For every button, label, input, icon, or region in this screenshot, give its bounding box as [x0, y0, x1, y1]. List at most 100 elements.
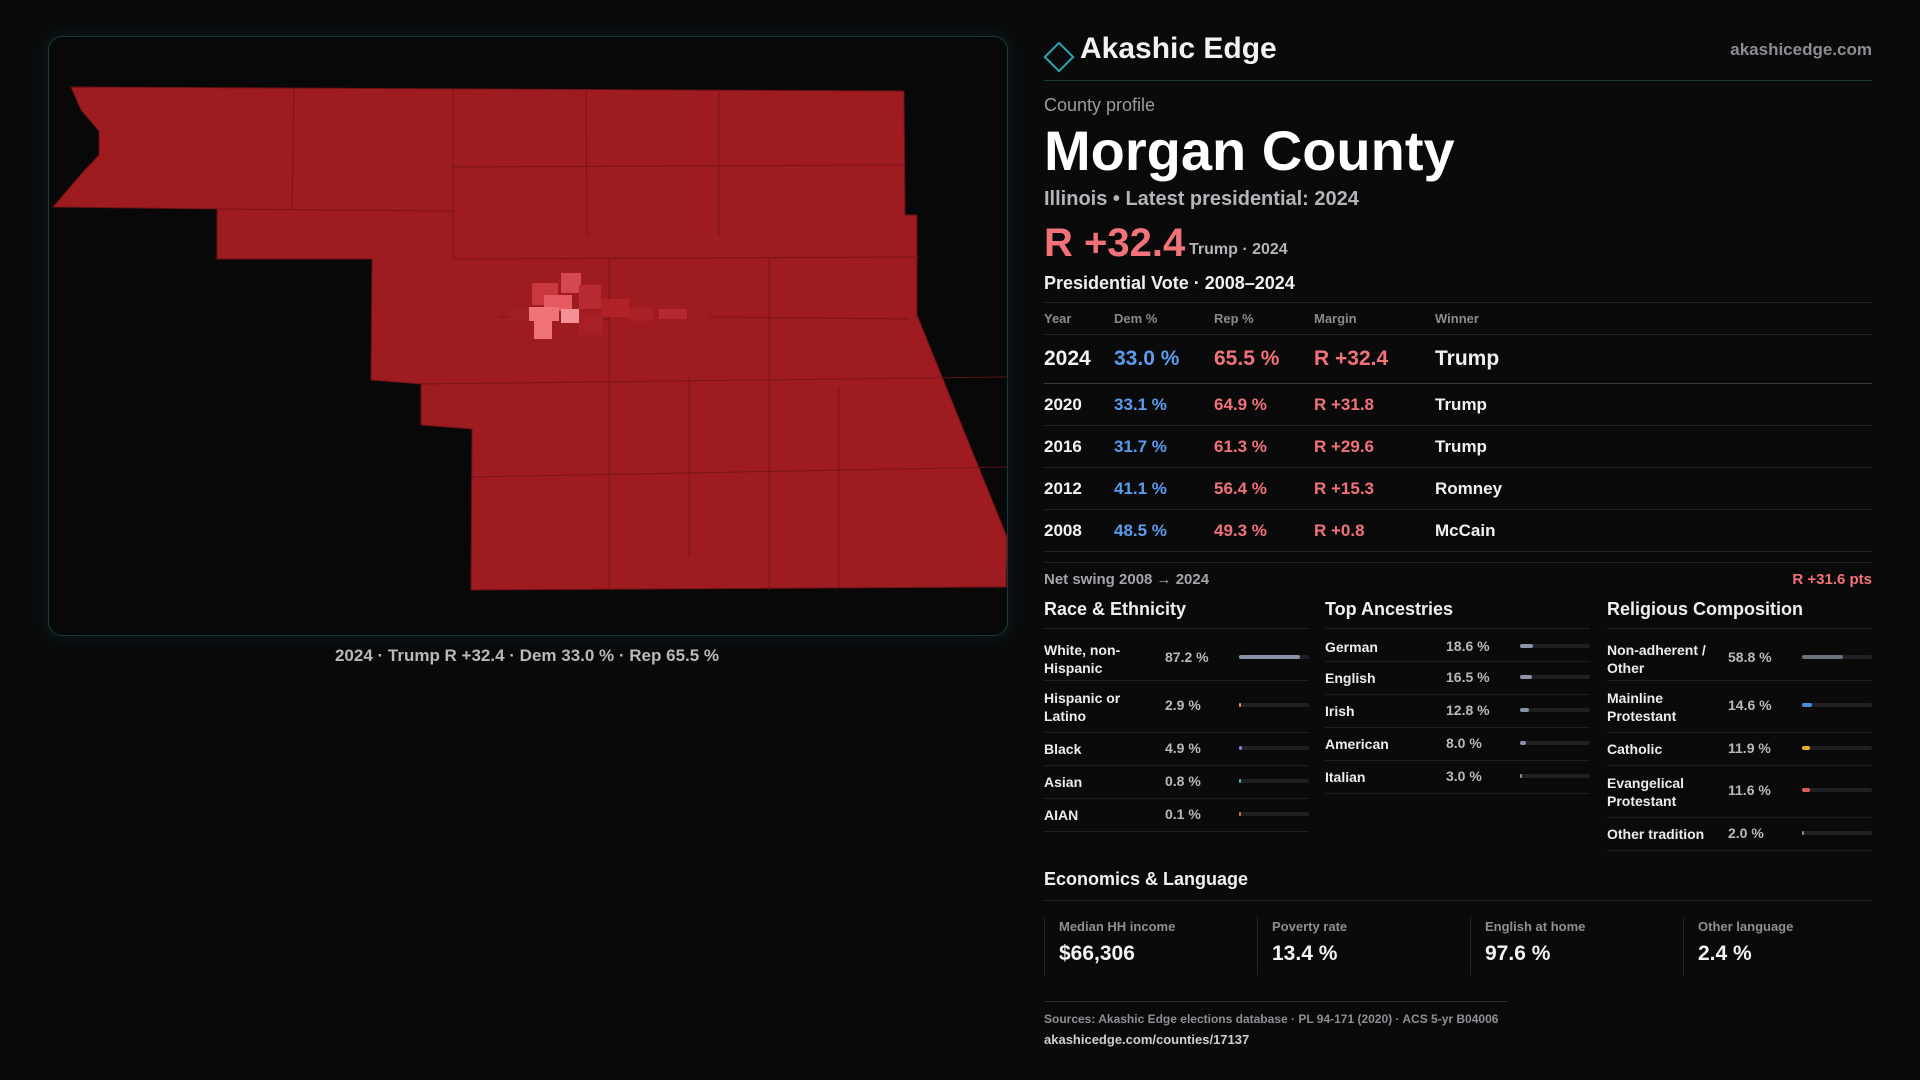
item-value: 87.2 % — [1165, 649, 1209, 665]
cell-margin: R +32.4 — [1314, 334, 1435, 384]
item-label: Other tradition — [1607, 826, 1705, 842]
bar-fill — [1239, 655, 1301, 659]
cell-margin: R +29.6 — [1314, 425, 1435, 468]
item-label: White, non-Hispanic — [1044, 642, 1121, 676]
sources-footer: Sources: Akashic Edge elections database… — [1044, 1001, 1508, 1047]
list-item: Hispanic or Latino 2.9 % — [1044, 681, 1309, 733]
economics-section: Economics & Language Median HH income $6… — [1044, 869, 1872, 987]
item-label: AIAN — [1044, 807, 1079, 823]
cell-year: 2016 — [1044, 425, 1114, 468]
cell-winner: Trump — [1435, 383, 1872, 426]
cell-dem: 33.1 % — [1114, 383, 1214, 426]
county-shape[interactable] — [51, 86, 1007, 591]
cell-year: 2020 — [1044, 383, 1114, 426]
stat-label: Poverty rate — [1272, 919, 1348, 934]
cell-year: 2024 — [1044, 334, 1114, 384]
list-item: Evangelical Protestant 11.6 % — [1607, 766, 1872, 818]
list-item: Black 4.9 % — [1044, 733, 1309, 766]
item-value: 58.8 % — [1728, 649, 1772, 665]
jacksonville-precincts[interactable] — [509, 273, 687, 339]
demographics-columns: Race & Ethnicity White, non-Hispanic 87.… — [1044, 599, 1872, 869]
stat-value: $66,306 — [1059, 942, 1135, 965]
diamond-logo-icon — [1043, 41, 1075, 73]
bar-track — [1239, 655, 1309, 659]
bar-fill — [1802, 655, 1844, 659]
profile-kicker: County profile — [1044, 95, 1156, 115]
item-label: English — [1325, 670, 1376, 686]
bar-track — [1520, 675, 1590, 679]
net-swing-value: R +31.6 pts — [1792, 571, 1872, 588]
bar-track — [1520, 774, 1590, 778]
item-label: Mainline Protestant — [1607, 690, 1677, 724]
county-map[interactable] — [49, 37, 1007, 635]
ancestry-section: Top Ancestries German 18.6 % English 16.… — [1325, 599, 1590, 794]
item-value: 18.6 % — [1446, 638, 1490, 654]
county-page-link[interactable]: akashicedge.com/counties/17137 — [1044, 1032, 1250, 1047]
map-caption: 2024 · Trump R +32.4 · Dem 33.0 % · Rep … — [334, 646, 720, 665]
religion-section-title: Religious Composition — [1607, 599, 1872, 629]
table-row[interactable]: 2012 41.1 % 56.4 % R +15.3 Romney — [1044, 467, 1872, 510]
net-swing-row: Net swing 2008 → 2024 R +31.6 pts — [1044, 562, 1872, 593]
list-item: Irish 12.8 % — [1325, 695, 1590, 728]
header-year: Year — [1044, 303, 1114, 335]
list-item: Mainline Protestant 14.6 % — [1607, 681, 1872, 733]
item-value: 8.0 % — [1446, 735, 1482, 751]
stat-label: English at home — [1485, 919, 1586, 934]
item-value: 0.8 % — [1165, 773, 1201, 789]
item-label: American — [1325, 736, 1389, 752]
item-label: Evangelical Protestant — [1607, 775, 1685, 809]
religion-section: Religious Composition Non-adherent / Oth… — [1607, 599, 1872, 851]
item-value: 11.6 % — [1728, 782, 1771, 798]
item-label: Hispanic or Latino — [1044, 690, 1121, 724]
item-label: German — [1325, 639, 1378, 655]
headline-margin: R +32.4 — [1044, 221, 1186, 265]
bar-fill — [1802, 703, 1813, 707]
bar-track — [1802, 703, 1872, 707]
bar-track — [1239, 812, 1309, 816]
brand-url-link[interactable]: akashicedge.com — [1730, 40, 1872, 59]
list-item: American 8.0 % — [1325, 728, 1590, 761]
list-item: Italian 3.0 % — [1325, 761, 1590, 794]
bar-fill — [1239, 779, 1241, 783]
cell-margin: R +31.8 — [1314, 383, 1435, 426]
cell-year: 2008 — [1044, 509, 1114, 552]
list-item: White, non-Hispanic 87.2 % — [1044, 629, 1309, 681]
cell-dem: 41.1 % — [1114, 467, 1214, 510]
stat-value: 2.4 % — [1698, 942, 1752, 965]
list-item: English 16.5 % — [1325, 662, 1590, 695]
header-dem: Dem % — [1114, 303, 1214, 335]
table-row[interactable]: 2024 33.0 % 65.5 % R +32.4 Trump — [1044, 334, 1872, 384]
list-item: AIAN 0.1 % — [1044, 799, 1309, 832]
table-row[interactable]: 2016 31.7 % 61.3 % R +29.6 Trump — [1044, 425, 1872, 468]
item-label: Irish — [1325, 703, 1355, 719]
bar-track — [1520, 708, 1590, 712]
stat-median-income: Median HH income $66,306 — [1044, 917, 1249, 975]
bar-fill — [1520, 741, 1526, 745]
stat-label: Median HH income — [1059, 919, 1176, 934]
cell-winner: Trump — [1435, 425, 1872, 468]
list-item: German 18.6 % — [1325, 629, 1590, 662]
economics-section-title: Economics & Language — [1044, 869, 1872, 901]
bar-fill — [1520, 708, 1529, 712]
list-item: Asian 0.8 % — [1044, 766, 1309, 799]
cell-rep: 61.3 % — [1214, 425, 1314, 468]
item-value: 2.0 % — [1728, 825, 1764, 841]
bar-fill — [1520, 774, 1523, 778]
table-row[interactable]: 2020 33.1 % 64.9 % R +31.8 Trump — [1044, 383, 1872, 426]
stat-value: 97.6 % — [1485, 942, 1551, 965]
cell-year: 2012 — [1044, 467, 1114, 510]
table-row[interactable]: 2008 48.5 % 49.3 % R +0.8 McCain — [1044, 509, 1872, 552]
cell-margin: R +0.8 — [1314, 509, 1435, 552]
cell-rep: 49.3 % — [1214, 509, 1314, 552]
item-value: 3.0 % — [1446, 768, 1482, 784]
county-map-panel[interactable] — [48, 36, 1008, 636]
brand-name[interactable]: Akashic Edge — [1080, 32, 1277, 65]
item-value: 0.1 % — [1165, 806, 1201, 822]
item-value: 12.8 % — [1446, 702, 1490, 718]
item-label: Italian — [1325, 769, 1366, 785]
cell-rep: 64.9 % — [1214, 383, 1314, 426]
vote-table-header: Year Dem % Rep % Margin Winner — [1044, 303, 1872, 335]
cell-winner: McCain — [1435, 509, 1872, 552]
item-label: Non-adherent / Other — [1607, 642, 1706, 676]
cell-winner: Romney — [1435, 467, 1872, 510]
